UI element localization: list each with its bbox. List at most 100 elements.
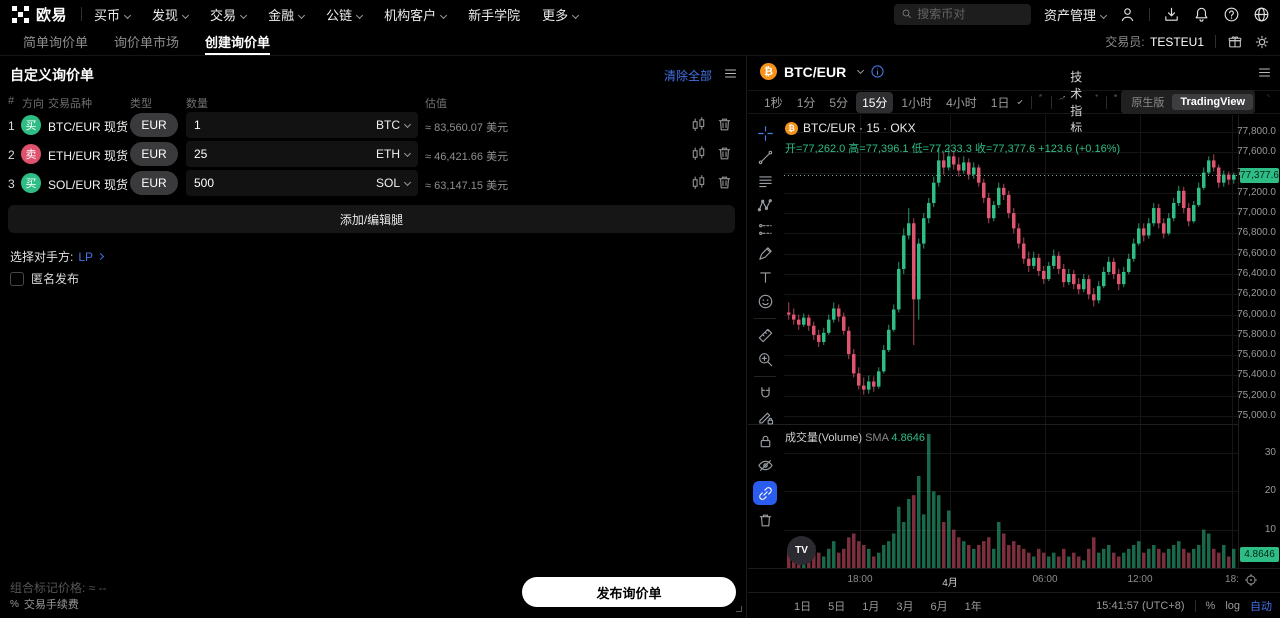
candlestick-chart[interactable] — [748, 115, 1238, 568]
token-selector[interactable]: BTC — [376, 118, 412, 132]
forecast-icon[interactable] — [753, 221, 777, 238]
counterparty-link[interactable]: LP — [78, 249, 94, 264]
tab-简单询价单[interactable]: 简单询价单 — [23, 35, 89, 50]
interval-button[interactable]: 4小时 — [946, 95, 977, 110]
time-axis[interactable]: 18:00 4月 06:00 12:00 18: — [748, 568, 1280, 591]
assets-menu[interactable]: 资产管理 — [1044, 5, 1108, 24]
nav-item[interactable]: 公链 — [326, 5, 364, 24]
token-selector[interactable]: SOL — [376, 176, 412, 190]
fullscreen-icon[interactable] — [1267, 94, 1270, 110]
nav-item[interactable]: 更多 — [542, 5, 580, 24]
native-mode-button[interactable]: 原生版 — [1131, 97, 1165, 109]
depth-chart-icon[interactable] — [690, 116, 707, 133]
nav-item[interactable]: 金融 — [268, 5, 306, 24]
trend-line-icon[interactable] — [753, 149, 777, 166]
depth-chart-icon[interactable] — [690, 145, 707, 162]
tradingview-watermark[interactable]: TV — [787, 536, 816, 565]
tradingview-mode-button[interactable]: TradingView — [1172, 94, 1253, 110]
okx-logo[interactable]: 欧易 — [12, 4, 67, 25]
interval-button[interactable]: 1秒 — [764, 95, 783, 110]
edit-drawing-icon[interactable] — [753, 409, 777, 426]
settings-gear-icon[interactable] — [1254, 34, 1270, 50]
brush-icon[interactable] — [753, 245, 777, 262]
depth-chart-icon[interactable] — [690, 174, 707, 191]
magnet-icon[interactable] — [753, 385, 777, 402]
zoom-in-icon[interactable] — [753, 351, 777, 368]
panel-menu-icon[interactable] — [723, 66, 738, 81]
range-button[interactable]: 5日 — [828, 600, 846, 613]
interval-button[interactable]: 15分 — [856, 91, 894, 113]
nav-item[interactable]: 新手学院 — [468, 7, 521, 23]
tab-询价单市场[interactable]: 询价单市场 — [114, 35, 180, 50]
currency-pill[interactable]: EUR — [130, 171, 178, 195]
clock: 15:41:57 (UTC+8) — [1096, 599, 1185, 612]
range-button[interactable]: 1年 — [964, 600, 982, 613]
log-scale-button[interactable]: log — [1225, 599, 1240, 612]
currency-pill[interactable]: EUR — [130, 142, 178, 166]
search-input[interactable] — [917, 7, 1024, 21]
download-icon[interactable] — [1163, 6, 1180, 23]
interval-button[interactable]: 1分 — [796, 95, 816, 110]
token-selector[interactable]: ETH — [376, 147, 412, 161]
side-badge[interactable]: 买 — [21, 173, 41, 193]
btc-mini-icon: ₿ — [785, 121, 798, 135]
link-icon[interactable] — [753, 481, 777, 505]
chart-settings-gear-icon[interactable] — [1095, 93, 1098, 111]
side-badge[interactable]: 买 — [21, 115, 41, 135]
price-axis[interactable]: 77,800.077,600.077,400.077,200.077,000.0… — [1237, 115, 1280, 568]
language-icon[interactable] — [1253, 6, 1270, 23]
crosshair-icon[interactable] — [753, 125, 777, 142]
pair-selector[interactable]: BTC/EUR — [784, 63, 847, 80]
interval-button[interactable]: 1日 — [990, 95, 1010, 110]
remove-drawings-icon[interactable] — [753, 512, 777, 529]
rewards-box-icon[interactable] — [1227, 34, 1243, 50]
ruler-icon[interactable] — [753, 327, 777, 344]
info-icon[interactable] — [870, 64, 885, 79]
volume-tick: 30 — [1264, 447, 1276, 458]
amount-input[interactable] — [194, 176, 376, 190]
amount-input[interactable] — [194, 118, 376, 132]
instrument-selector[interactable]: ETH/EUR 现货 — [48, 147, 142, 164]
text-tool-icon[interactable] — [753, 269, 777, 286]
delete-leg-icon[interactable] — [716, 174, 733, 191]
auto-scale-button[interactable]: 自动 — [1250, 600, 1272, 613]
amount-input[interactable] — [194, 147, 376, 161]
instrument-selector[interactable]: SOL/EUR 现货 — [48, 176, 142, 193]
range-button[interactable]: 1月 — [862, 600, 880, 613]
nav-item[interactable]: 买币 — [94, 5, 132, 24]
range-button[interactable]: 1日 — [794, 600, 812, 613]
publish-rfq-button[interactable]: 发布询价单 — [522, 577, 736, 607]
xabcd-pattern-icon[interactable] — [753, 197, 777, 214]
currency-pill[interactable]: EUR — [130, 113, 178, 137]
interval-button[interactable]: 1小时 — [901, 95, 933, 110]
range-button[interactable]: 3月 — [896, 600, 914, 613]
clear-all-link[interactable]: 清除全部 — [663, 69, 712, 83]
anonymous-checkbox[interactable] — [10, 271, 24, 286]
scroll-to-realtime-icon[interactable] — [1244, 573, 1258, 587]
side-badge[interactable]: 卖 — [21, 144, 41, 164]
panel-resize-handle[interactable] — [736, 606, 742, 612]
interval-button[interactable]: 5分 — [829, 95, 849, 110]
screenshot-camera-icon[interactable] — [1114, 94, 1118, 111]
delete-leg-icon[interactable] — [716, 116, 733, 133]
user-icon[interactable] — [1119, 6, 1136, 23]
instrument-selector[interactable]: BTC/EUR 现货 — [48, 118, 142, 135]
hide-drawings-icon[interactable] — [753, 457, 777, 474]
nav-item[interactable]: 机构客户 — [384, 5, 448, 24]
delete-leg-icon[interactable] — [716, 145, 733, 162]
range-button[interactable]: 6月 — [930, 600, 948, 613]
horizontal-lines-icon[interactable] — [753, 173, 777, 190]
percent-scale-button[interactable]: % — [1205, 599, 1216, 612]
candle-style-icon[interactable] — [1039, 93, 1043, 111]
help-icon[interactable] — [1223, 6, 1240, 23]
notifications-icon[interactable] — [1193, 6, 1210, 23]
emoji-icon[interactable] — [753, 293, 777, 310]
panel-divider[interactable] — [746, 56, 747, 618]
add-edit-legs-button[interactable]: 添加/编辑腿 — [8, 205, 735, 233]
nav-item[interactable]: 发现 — [152, 5, 190, 24]
lock-icon[interactable] — [753, 433, 777, 450]
nav-item[interactable]: 交易 — [210, 5, 248, 24]
chart-menu-icon[interactable] — [1257, 65, 1272, 80]
search-box[interactable] — [893, 3, 1031, 25]
tab-创建询价单[interactable]: 创建询价单 — [192, 28, 283, 55]
